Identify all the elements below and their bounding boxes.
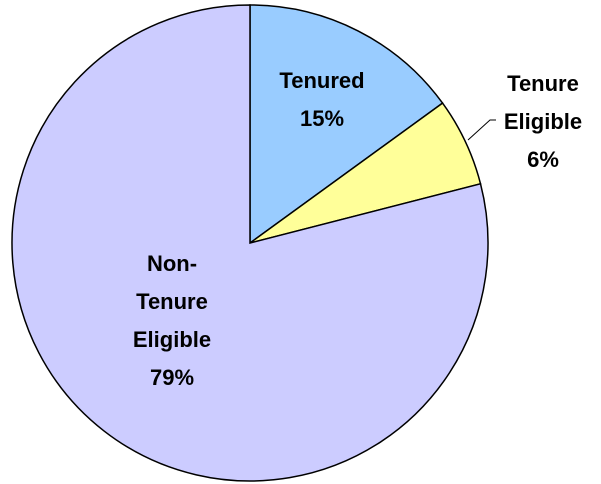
- pie-slice: [11, 4, 489, 482]
- value-label: 6%: [527, 147, 559, 172]
- value-label: 15%: [300, 106, 344, 131]
- value-label: 79%: [150, 365, 194, 390]
- slice-label: Tenure Eligible: [504, 71, 582, 134]
- slice-label: Tenured: [279, 68, 364, 93]
- slice-label: Non-Tenure Eligible: [133, 251, 211, 352]
- pie-slice: [249, 4, 444, 245]
- leader-line: [467, 119, 496, 141]
